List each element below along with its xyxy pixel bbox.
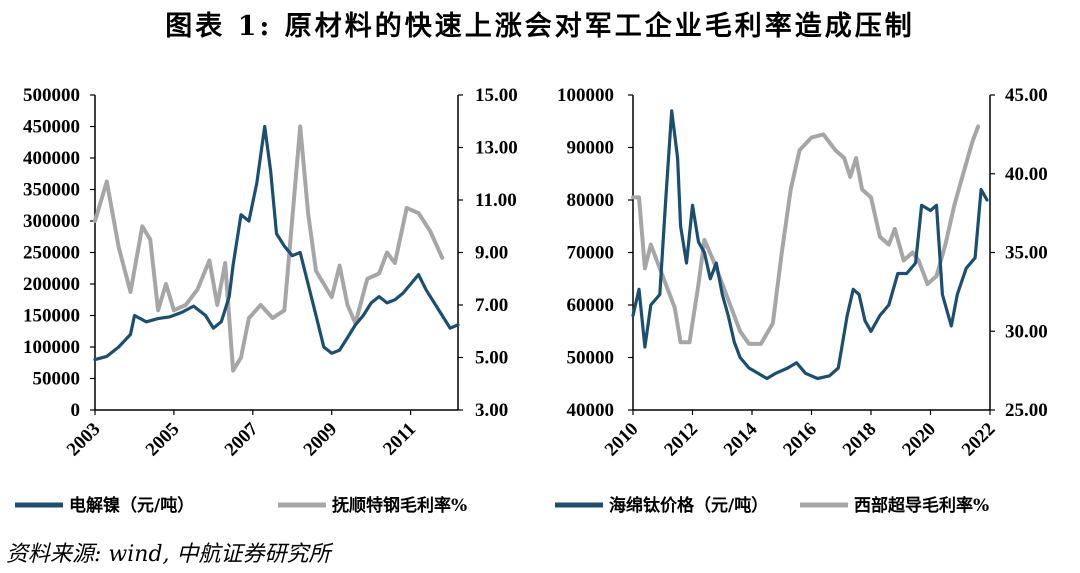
legend-label: 电解镍（元/吨） — [69, 495, 194, 516]
tick-label-x: 2018 — [839, 419, 881, 461]
legend-label: 西部超导毛利率% — [854, 495, 989, 516]
tick-label-left: 40000 — [567, 400, 615, 421]
tick-label-x: 2009 — [300, 419, 342, 461]
chart-right: 100000 90000 80000 70000 60000 50000 40000 45.0… — [557, 85, 1048, 460]
tick-label-x: 2014 — [720, 418, 762, 460]
tick-label-x: 2011 — [379, 419, 420, 460]
series-line-right — [93, 124, 445, 373]
tick-label-x: 2007 — [221, 418, 263, 460]
tick-label-left: 450000 — [23, 117, 80, 138]
tick-label-x: 2012 — [660, 419, 702, 461]
tick-label-x: 2003 — [63, 419, 105, 461]
tick-label-left: 60000 — [567, 295, 615, 316]
tick-label-right: 3.00 — [475, 400, 508, 421]
legend: 电解镍（元/吨） 抚顺特钢毛利率% 海绵钛价格（元/吨） 西部超导毛利率% — [15, 495, 989, 516]
legend-label: 海绵钛价格（元/吨） — [609, 495, 768, 516]
source-note: 资料来源: wind, 中航证券研究所 — [6, 542, 331, 567]
tick-label-left: 50000 — [33, 369, 81, 390]
tick-label-right: 40.00 — [1005, 164, 1048, 185]
tick-label-left: 500000 — [23, 85, 80, 106]
tick-label-right: 11.00 — [475, 190, 517, 211]
figure-title: 图表 1: 原材料的快速上涨会对军工企业毛利率造成压制 — [165, 11, 915, 42]
series-line-left — [631, 109, 989, 381]
tick-label-x: 2022 — [958, 419, 1000, 461]
tick-label-left: 200000 — [23, 274, 80, 295]
tick-label-right: 45.00 — [1005, 85, 1048, 106]
tick-label-left: 70000 — [567, 243, 615, 264]
tick-label-right: 15.00 — [475, 85, 518, 106]
tick-label-left: 50000 — [567, 348, 615, 369]
tick-label-left: 100000 — [23, 337, 80, 358]
tick-label-left: 80000 — [567, 190, 615, 211]
series-line-right — [631, 124, 981, 346]
tick-label-right: 35.00 — [1005, 243, 1048, 264]
tick-label-right: 30.00 — [1005, 321, 1048, 342]
tick-label-right: 25.00 — [1005, 400, 1048, 421]
tick-label-right: 5.00 — [475, 348, 508, 369]
tick-label-x: 2016 — [779, 419, 821, 461]
tick-label-left: 100000 — [557, 85, 614, 106]
series-line-left — [93, 124, 460, 362]
tick-label-left: 150000 — [23, 306, 80, 327]
legend-label: 抚顺特钢毛利率% — [332, 495, 467, 516]
tick-label-x: 2005 — [142, 419, 184, 461]
tick-label-right: 13.00 — [475, 138, 518, 159]
tick-label-x: 2010 — [601, 419, 643, 461]
tick-label-right: 7.00 — [475, 295, 508, 316]
tick-label-left: 250000 — [23, 243, 80, 264]
chart-left: 5000004500004000003500003000002500002000… — [23, 85, 518, 460]
tick-label-left: 0 — [71, 400, 81, 421]
tick-label-right: 9.00 — [475, 243, 508, 264]
tick-label-left: 350000 — [23, 180, 80, 201]
tick-label-x: 2020 — [898, 419, 940, 461]
tick-label-left: 300000 — [23, 211, 80, 232]
tick-label-left: 90000 — [567, 138, 615, 159]
tick-label-left: 400000 — [23, 148, 80, 169]
